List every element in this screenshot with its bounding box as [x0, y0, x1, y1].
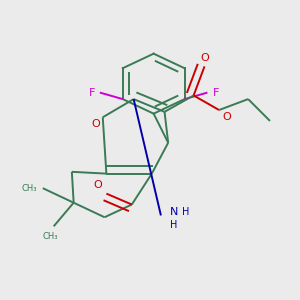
Text: O: O — [92, 119, 100, 129]
Text: F: F — [212, 88, 219, 98]
Text: CH₃: CH₃ — [22, 184, 38, 193]
Text: O: O — [94, 180, 103, 190]
Text: CH₃: CH₃ — [43, 232, 58, 241]
Text: H: H — [182, 207, 189, 217]
Text: O: O — [223, 112, 232, 122]
Text: F: F — [88, 88, 95, 98]
Text: O: O — [200, 53, 209, 63]
Text: N: N — [170, 207, 178, 217]
Text: H: H — [170, 220, 178, 230]
